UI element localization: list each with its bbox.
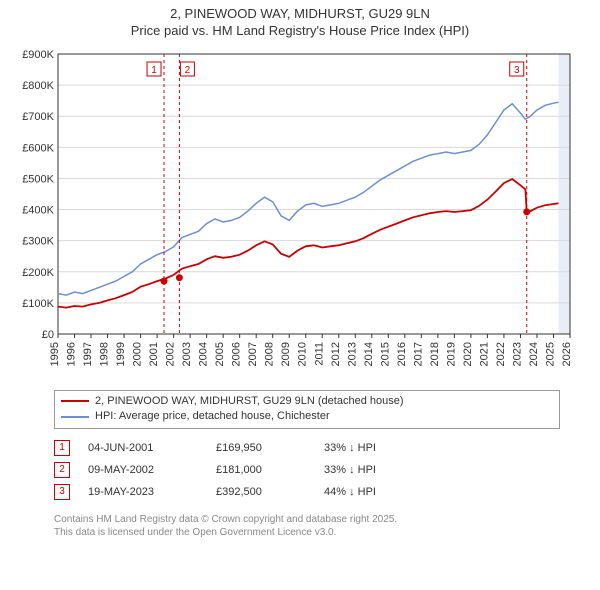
x-tick-label: 2026 <box>561 342 573 366</box>
y-tick-label: £100K <box>22 298 54 310</box>
sale-dot-3 <box>523 208 530 215</box>
sale-price: £169,950 <box>216 442 306 454</box>
y-tick-label: £200K <box>22 267 54 279</box>
sales-table: 1 04-JUN-2001 £169,950 33% ↓ HPI 2 09-MAY-200… <box>54 437 560 503</box>
x-tick-label: 2011 <box>313 342 325 366</box>
x-tick-label: 2008 <box>264 342 276 366</box>
y-tick-label: £900K <box>22 49 54 61</box>
sale-date: 09-MAY-2002 <box>88 464 198 476</box>
y-tick-label: £500K <box>22 173 54 185</box>
legend-label: 2, PINEWOOD WAY, MIDHURST, GU29 9LN (det… <box>95 394 404 409</box>
x-tick-label: 2001 <box>148 342 160 366</box>
x-tick-label: 2007 <box>247 342 259 366</box>
future-band <box>558 54 570 334</box>
x-tick-label: 2014 <box>363 342 375 366</box>
x-tick-label: 2000 <box>132 342 144 366</box>
legend-label: HPI: Average price, detached house, Chic… <box>95 409 330 424</box>
legend-row: 2, PINEWOOD WAY, MIDHURST, GU29 9LN (det… <box>61 394 553 409</box>
sale-row-marker: 2 <box>54 462 70 478</box>
x-tick-label: 2003 <box>181 342 193 366</box>
sale-pct: 44% ↓ HPI <box>324 486 424 498</box>
y-tick-label: £600K <box>22 142 54 154</box>
sale-row-marker: 3 <box>54 484 70 500</box>
x-tick-label: 2018 <box>429 342 441 366</box>
y-tick-label: £300K <box>22 235 54 247</box>
sale-row: 2 09-MAY-2002 £181,000 33% ↓ HPI <box>54 459 560 481</box>
x-tick-label: 2017 <box>412 342 424 366</box>
x-tick-label: 1997 <box>82 342 94 366</box>
x-tick-label: 2004 <box>198 342 210 366</box>
footer-line2: This data is licensed under the Open Gov… <box>54 526 560 539</box>
sale-price: £392,500 <box>216 486 306 498</box>
sale-marker-num-2: 2 <box>185 65 191 76</box>
sale-date: 04-JUN-2001 <box>88 442 198 454</box>
x-tick-label: 2010 <box>297 342 309 366</box>
x-tick-label: 2002 <box>165 342 177 366</box>
sale-dot-1 <box>161 277 168 284</box>
sale-row: 3 19-MAY-2023 £392,500 44% ↓ HPI <box>54 481 560 503</box>
chart-area: £0 £100K £200K £300K £400K £500K £600K £700K £80… <box>20 44 580 384</box>
chart-svg: £0 £100K £200K £300K £400K £500K £600K £700K £80… <box>20 44 580 384</box>
title-line2: Price paid vs. HM Land Registry's House … <box>0 23 600 40</box>
x-tick-label: 2009 <box>280 342 292 366</box>
sale-price: £181,000 <box>216 464 306 476</box>
x-tick-label: 2013 <box>346 342 358 366</box>
legend-swatch <box>61 416 89 418</box>
footer-line1: Contains HM Land Registry data © Crown c… <box>54 513 560 526</box>
x-tick-label: 2012 <box>330 342 342 366</box>
sale-dot-2 <box>176 274 183 281</box>
x-tick-label: 2021 <box>478 342 490 366</box>
sale-pct: 33% ↓ HPI <box>324 464 424 476</box>
x-tick-label: 2023 <box>511 342 523 366</box>
x-tick-label: 1995 <box>49 342 61 366</box>
x-tick-label: 2020 <box>462 342 474 366</box>
footer: Contains HM Land Registry data © Crown c… <box>54 513 560 539</box>
y-tick-label: £700K <box>22 111 54 123</box>
x-tick-label: 2024 <box>528 342 540 366</box>
x-tick-label: 1996 <box>66 342 78 366</box>
title-line1: 2, PINEWOOD WAY, MIDHURST, GU29 9LN <box>0 6 600 23</box>
x-tick-label: 1998 <box>99 342 111 366</box>
chart-title: 2, PINEWOOD WAY, MIDHURST, GU29 9LN Pric… <box>0 0 600 40</box>
y-tick-label: £400K <box>22 204 54 216</box>
sale-marker-num-1: 1 <box>151 65 157 76</box>
legend-swatch <box>61 400 89 402</box>
x-tick-label: 2025 <box>544 342 556 366</box>
sale-row-marker: 1 <box>54 440 70 456</box>
sale-row: 1 04-JUN-2001 £169,950 33% ↓ HPI <box>54 437 560 459</box>
sale-pct: 33% ↓ HPI <box>324 442 424 454</box>
x-tick-label: 2015 <box>379 342 391 366</box>
x-tick-label: 1999 <box>115 342 127 366</box>
x-tick-label: 2016 <box>396 342 408 366</box>
y-tick-label: £800K <box>22 80 54 92</box>
x-tick-label: 2005 <box>214 342 226 366</box>
x-tick-label: 2022 <box>495 342 507 366</box>
y-tick-label: £0 <box>42 329 54 341</box>
sale-date: 19-MAY-2023 <box>88 486 198 498</box>
legend-row: HPI: Average price, detached house, Chic… <box>61 409 553 424</box>
legend: 2, PINEWOOD WAY, MIDHURST, GU29 9LN (det… <box>54 390 560 429</box>
x-tick-label: 2006 <box>231 342 243 366</box>
sale-marker-num-3: 3 <box>514 65 520 76</box>
x-tick-label: 2019 <box>445 342 457 366</box>
